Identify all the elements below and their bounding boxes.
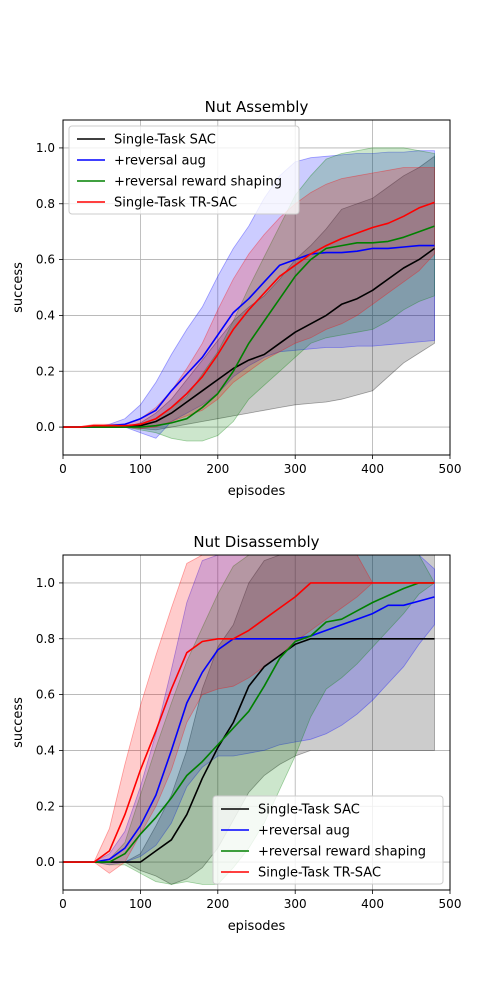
axis-ticks: 0 100 200 300 400 500 0.0 0.2 0.4 0.6 0.8 1.0 [36,576,462,911]
series-line [63,244,435,428]
y-axis-label: success [11,262,26,313]
x-axis-label: episodes [228,484,286,499]
x-tick-label: 100 [129,897,152,911]
legend-label: Single-Task TR-SAC [114,196,237,211]
series-line [63,596,435,863]
legend: Single-Task SAC +reversal aug +reversal re… [68,125,300,215]
x-tick-label: 400 [361,897,384,911]
confidence-band [63,147,435,442]
x-tick-label: 100 [129,462,152,476]
x-tick-label: 500 [439,897,462,911]
y-tick-label: 0.4 [36,308,55,322]
chart-title: Nut Disassembly [193,533,319,551]
chart-nut-assembly: Nut Assembly 0 100 200 300 400 500 0.0 0.2 0.4 0.… [11,98,461,499]
y-axis-label: success [11,697,26,748]
x-tick-label: 400 [361,462,384,476]
y-tick-label: 0.0 [36,420,55,434]
series-lines [63,201,435,428]
legend-label: +reversal aug [114,154,206,169]
y-tick-label: 1.0 [36,141,55,155]
series-line [63,201,435,428]
confidence-band [63,155,435,431]
series-line [63,582,435,863]
chart-title: Nut Assembly [205,98,309,116]
series-line [63,637,435,863]
y-tick-label: 0.0 [36,855,55,869]
legend-label: +reversal aug [258,824,350,839]
legend-box [68,125,300,215]
y-tick-label: 0.6 [36,253,55,267]
legend-label: Single-Task TR-SAC [258,866,381,881]
y-tick-label: 0.6 [36,688,55,702]
x-tick-label: 0 [59,462,67,476]
legend: Single-Task SAC +reversal aug +reversal re… [212,795,444,885]
y-tick-label: 0.8 [36,632,55,646]
x-tick-label: 300 [284,462,307,476]
y-tick-label: 1.0 [36,576,55,590]
series-line [63,582,435,863]
series-lines [63,582,435,863]
series-line [63,225,435,428]
confidence-band [63,554,435,885]
legend-label: Single-Task SAC [114,133,216,148]
chart-nut-disassembly: Nut Disassembly 0 100 200 300 400 500 0.0 0.2 0.… [11,533,461,934]
legend-box [212,795,444,885]
x-tick-label: 300 [284,897,307,911]
y-tick-label: 0.8 [36,197,55,211]
plot-frame [62,119,451,456]
x-axis-label: episodes [228,919,286,934]
y-tick-label: 0.4 [36,743,55,757]
y-tick-label: 0.2 [36,364,55,378]
legend-label: +reversal reward shaping [258,845,426,860]
x-tick-label: 200 [206,897,229,911]
legend-label: +reversal reward shaping [114,175,282,190]
x-tick-label: 0 [59,897,67,911]
plot-frame [62,554,451,891]
axis-ticks: 0 100 200 300 400 500 0.0 0.2 0.4 0.6 0.8 1.0 [36,141,462,476]
x-tick-label: 200 [206,462,229,476]
y-tick-label: 0.2 [36,799,55,813]
legend-label: Single-Task SAC [258,803,360,818]
x-tick-label: 500 [439,462,462,476]
